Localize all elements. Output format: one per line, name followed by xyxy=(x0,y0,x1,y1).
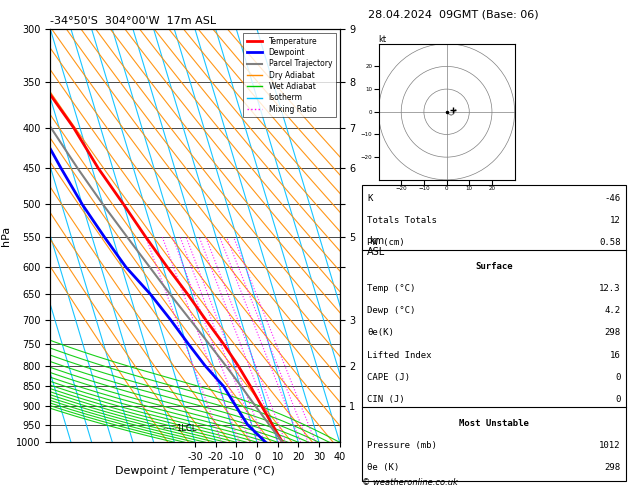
X-axis label: Dewpoint / Temperature (°C): Dewpoint / Temperature (°C) xyxy=(115,466,275,476)
Y-axis label: km
ASL: km ASL xyxy=(367,236,386,257)
Text: -46: -46 xyxy=(604,193,621,203)
Text: θe(K): θe(K) xyxy=(367,329,394,337)
Text: K: K xyxy=(367,193,372,203)
Text: 0.58: 0.58 xyxy=(599,238,621,247)
Text: 1LCL: 1LCL xyxy=(176,424,196,433)
Text: 0: 0 xyxy=(615,395,621,404)
Text: CAPE (J): CAPE (J) xyxy=(367,373,410,382)
Text: Surface: Surface xyxy=(475,262,513,271)
Text: 12.3: 12.3 xyxy=(599,284,621,293)
Text: 1012: 1012 xyxy=(599,441,621,450)
Text: © weatheronline.co.uk: © weatheronline.co.uk xyxy=(362,478,457,486)
Text: CIN (J): CIN (J) xyxy=(367,395,404,404)
Y-axis label: hPa: hPa xyxy=(1,226,11,246)
Text: -34°50'S  304°00'W  17m ASL: -34°50'S 304°00'W 17m ASL xyxy=(50,16,216,26)
Text: Dewp (°C): Dewp (°C) xyxy=(367,306,415,315)
Text: 4.2: 4.2 xyxy=(604,306,621,315)
Text: 28.04.2024  09GMT (Base: 06): 28.04.2024 09GMT (Base: 06) xyxy=(368,9,538,19)
Legend: Temperature, Dewpoint, Parcel Trajectory, Dry Adiabat, Wet Adiabat, Isotherm, Mi: Temperature, Dewpoint, Parcel Trajectory… xyxy=(243,33,336,117)
Text: 0: 0 xyxy=(615,373,621,382)
Text: 12: 12 xyxy=(610,216,621,225)
Text: θe (K): θe (K) xyxy=(367,463,399,472)
Text: Totals Totals: Totals Totals xyxy=(367,216,437,225)
Text: Temp (°C): Temp (°C) xyxy=(367,284,415,293)
Text: 298: 298 xyxy=(604,329,621,337)
Text: 16: 16 xyxy=(610,351,621,360)
Text: 298: 298 xyxy=(604,463,621,472)
Text: kt: kt xyxy=(379,35,387,44)
Text: Lifted Index: Lifted Index xyxy=(367,351,431,360)
Text: PW (cm): PW (cm) xyxy=(367,238,404,247)
Text: Most Unstable: Most Unstable xyxy=(459,419,529,428)
Text: Pressure (mb): Pressure (mb) xyxy=(367,441,437,450)
